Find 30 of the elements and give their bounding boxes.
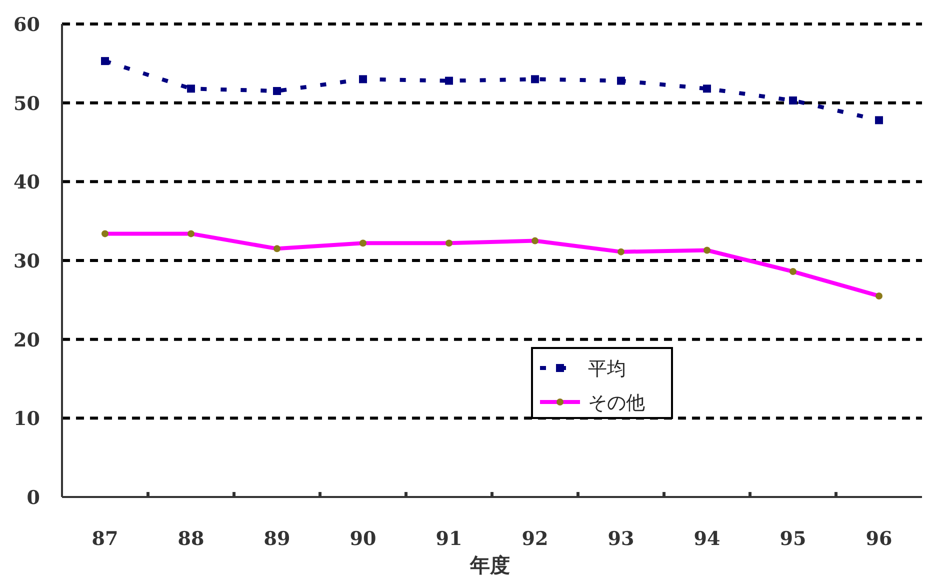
point bbox=[617, 76, 625, 85]
y-tick-label: 20 bbox=[14, 329, 40, 352]
point bbox=[789, 96, 797, 104]
point bbox=[875, 116, 883, 124]
y-tick-label: 40 bbox=[14, 172, 40, 194]
x-tick-label: 95 bbox=[780, 528, 806, 550]
y-tick-label: 10 bbox=[14, 408, 40, 430]
x-tick-label: 94 bbox=[694, 528, 720, 550]
y-tick-label: 50 bbox=[14, 92, 40, 115]
x-tick-label: 96 bbox=[866, 528, 892, 550]
point bbox=[531, 75, 539, 84]
x-axis-title: 年度 bbox=[469, 554, 510, 576]
point bbox=[187, 84, 195, 93]
x-tick-label: 87 bbox=[92, 528, 118, 550]
point bbox=[101, 57, 109, 66]
x-tick-label: 88 bbox=[178, 528, 204, 550]
x-tick-label: 91 bbox=[436, 528, 462, 550]
y-tick-label: 0 bbox=[26, 487, 40, 509]
point bbox=[703, 84, 711, 93]
y-tick-label: 30 bbox=[14, 250, 40, 272]
legend-label: 平均 bbox=[588, 359, 626, 380]
x-tick-label: 92 bbox=[522, 528, 548, 550]
x-tick-label: 90 bbox=[350, 528, 376, 550]
point bbox=[273, 87, 281, 96]
point bbox=[445, 76, 453, 85]
x-tick-label: 93 bbox=[608, 528, 634, 550]
legend-label: その他 bbox=[588, 393, 645, 414]
point bbox=[359, 75, 367, 84]
x-tick-label: 89 bbox=[264, 528, 290, 550]
y-tick-label: 60 bbox=[14, 14, 40, 36]
